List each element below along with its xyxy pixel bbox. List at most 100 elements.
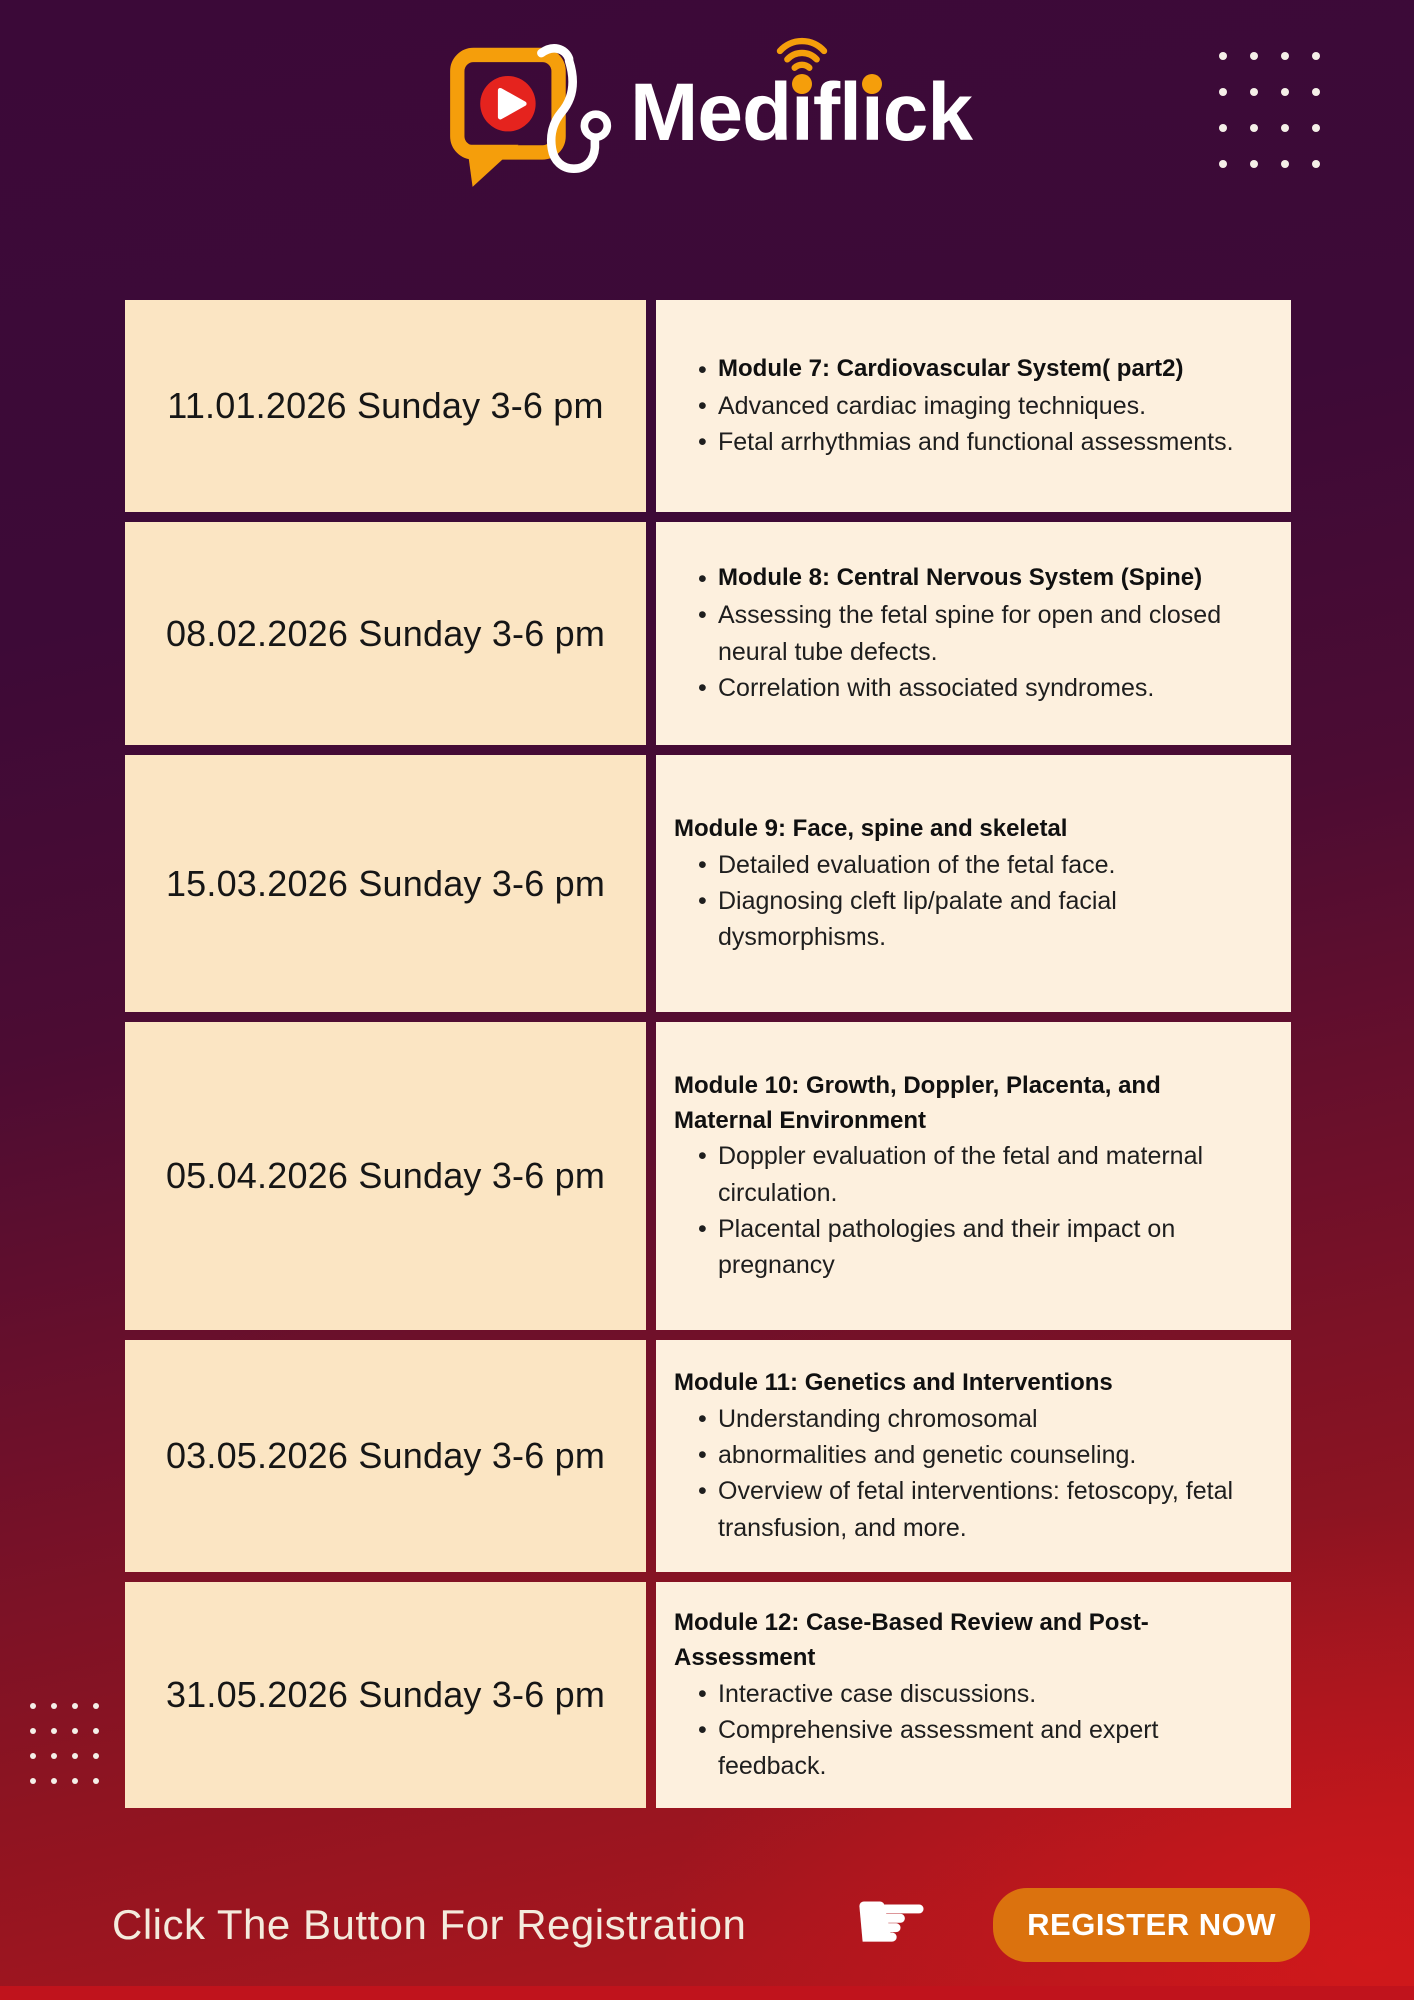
item-text: Fetal arrhythmias and functional assessm… [718, 428, 1234, 457]
decor-dot [1281, 52, 1289, 60]
decor-dot [93, 1703, 99, 1709]
bullet-icon: • [698, 1404, 707, 1433]
item-text: Module 7: Cardiovascular System( part2) [718, 354, 1184, 382]
item-text: Module 10: Growth, Doppler, Placenta, an… [674, 1071, 1161, 1134]
cta-text: Click The Button For Registration [112, 1901, 747, 1948]
table-row: 05.04.2026 Sunday 3-6 pm Module 10: Growt… [125, 1022, 1291, 1330]
module-item: • Diagnosing cleft lip/palate and facial … [674, 883, 1255, 956]
decor-dot [1219, 88, 1227, 96]
pointing-hand-icon: ☛ [852, 1869, 931, 1973]
bullet-icon: • [698, 1214, 707, 1243]
module-item: • Comprehensive assessment and expert fee… [674, 1712, 1255, 1785]
brand-text-part: fl [812, 67, 862, 158]
bottom-accent-strip [0, 1986, 1414, 2000]
date-cell: 15.03.2026 Sunday 3-6 pm [125, 755, 646, 1012]
module-item: • Advanced cardiac imaging techniques. [674, 388, 1255, 424]
brand-text-part: Med [630, 67, 792, 158]
item-text: Understanding chromosomal [718, 1404, 1038, 1433]
module-item: • Correlation with associated syndromes. [674, 670, 1255, 706]
module-item: • Assessing the fetal spine for open and … [674, 597, 1255, 670]
date-cell: 31.05.2026 Sunday 3-6 pm [125, 1582, 646, 1809]
bullet-icon: • [698, 850, 707, 879]
module-cell: Module 10: Growth, Doppler, Placenta, an… [656, 1022, 1291, 1330]
decor-dot [1312, 52, 1320, 60]
bullet-icon: • [698, 1715, 707, 1744]
module-cell: • Module 7: Cardiovascular System( part2)… [656, 300, 1291, 512]
item-text: Correlation with associated syndromes. [718, 673, 1155, 702]
item-text: Doppler evaluation of the fetal and mate… [718, 1142, 1204, 1207]
date-cell: 08.02.2026 Sunday 3-6 pm [125, 522, 646, 745]
bullet-icon: • [698, 1679, 707, 1708]
module-item: • Fetal arrhythmias and functional assess… [674, 424, 1255, 460]
decor-dot [30, 1728, 36, 1734]
date-cell: 05.04.2026 Sunday 3-6 pm [125, 1022, 646, 1330]
table-row: 15.03.2026 Sunday 3-6 pm Module 9: Face, … [125, 755, 1291, 1012]
table-row: 31.05.2026 Sunday 3-6 pm Module 12: Case-… [125, 1582, 1291, 1809]
i-dot [791, 74, 812, 94]
dots-grid-top-right [1219, 52, 1320, 168]
module-item: • Interactive case discussions. [674, 1676, 1255, 1712]
item-text: Module 8: Central Nervous System (Spine) [718, 564, 1203, 591]
module-title: Module 9: Face, spine and skeletal [674, 812, 1255, 847]
item-text: Overview of fetal interventions: fetosco… [718, 1477, 1234, 1542]
decor-dot [51, 1703, 57, 1709]
letter-i: i [776, 37, 828, 154]
register-now-button[interactable]: REGISTER NOW [993, 1888, 1310, 1962]
stethoscope-icon [537, 44, 612, 173]
module-item: • abnormalities and genetic counseling. [674, 1437, 1255, 1473]
decor-dot [93, 1728, 99, 1734]
bullet-icon: • [698, 565, 707, 593]
brand-text-part: ck [882, 67, 973, 158]
decor-dot [1312, 124, 1320, 132]
i-dot [861, 74, 882, 94]
bullet-icon: • [698, 1477, 707, 1506]
table-row: 08.02.2026 Sunday 3-6 pm • Module 8: Centr… [125, 522, 1291, 745]
brand-name: Medi fli ck [630, 37, 973, 154]
registration-footer: Click The Button For Registration ☛ REGI… [0, 1864, 1414, 1986]
item-text: Module 12: Case-Based Review and Post-As… [674, 1609, 1149, 1671]
bullet-icon: • [698, 391, 707, 420]
date-cell: 11.01.2026 Sunday 3-6 pm [125, 300, 646, 512]
item-text: Comprehensive assessment and expert feed… [718, 1715, 1159, 1781]
decor-dot [72, 1728, 78, 1734]
dots-grid-bottom-left [30, 1703, 99, 1784]
module-title: • Module 7: Cardiovascular System( part2) [674, 352, 1255, 388]
table-row: 11.01.2026 Sunday 3-6 pm • Module 7: Cardi… [125, 300, 1291, 512]
decor-dot [30, 1703, 36, 1709]
decor-dot [1250, 124, 1258, 132]
wifi-icon [776, 37, 828, 71]
decor-dot [1250, 160, 1258, 168]
decor-dot [1219, 52, 1227, 60]
bullet-icon: • [698, 355, 707, 384]
item-text: Module 11: Genetics and Interventions [674, 1369, 1113, 1397]
decor-dot [1250, 88, 1258, 96]
brand-icon [450, 44, 612, 187]
decor-dot [72, 1778, 78, 1784]
bullet-icon: • [698, 428, 707, 457]
item-text: Placental pathologies and their impact o… [718, 1214, 1176, 1280]
decor-dot [1219, 160, 1227, 168]
item-text: abnormalities and genetic counseling. [718, 1441, 1137, 1470]
item-text: Interactive case discussions. [718, 1679, 1037, 1708]
module-cell: Module 12: Case-Based Review and Post-As… [656, 1582, 1291, 1809]
schedule-table: 11.01.2026 Sunday 3-6 pm • Module 7: Cardi… [125, 300, 1291, 1809]
date-cell: 03.05.2026 Sunday 3-6 pm [125, 1340, 646, 1572]
decor-dot [72, 1753, 78, 1759]
play-triangle [497, 87, 527, 120]
bullet-icon: • [698, 886, 707, 915]
decor-dot [1281, 88, 1289, 96]
module-title: Module 10: Growth, Doppler, Placenta, an… [674, 1069, 1255, 1139]
module-cell: Module 11: Genetics and Interventions • Un… [656, 1340, 1291, 1572]
item-text: Detailed evaluation of the fetal face. [718, 850, 1116, 879]
decor-dot [93, 1753, 99, 1759]
decor-dot [93, 1778, 99, 1784]
module-item: • Overview of fetal interventions: fetosc… [674, 1473, 1255, 1546]
module-title: Module 11: Genetics and Interventions [674, 1366, 1255, 1401]
module-item: • Placental pathologies and their impact … [674, 1211, 1255, 1284]
item-text: Module 9: Face, spine and skeletal [674, 814, 1068, 842]
decor-dot [51, 1728, 57, 1734]
decor-dot [1250, 52, 1258, 60]
table-row: 03.05.2026 Sunday 3-6 pm Module 11: Genet… [125, 1340, 1291, 1572]
bullet-icon: • [698, 673, 707, 702]
module-cell: • Module 8: Central Nervous System (Spine… [656, 522, 1291, 745]
